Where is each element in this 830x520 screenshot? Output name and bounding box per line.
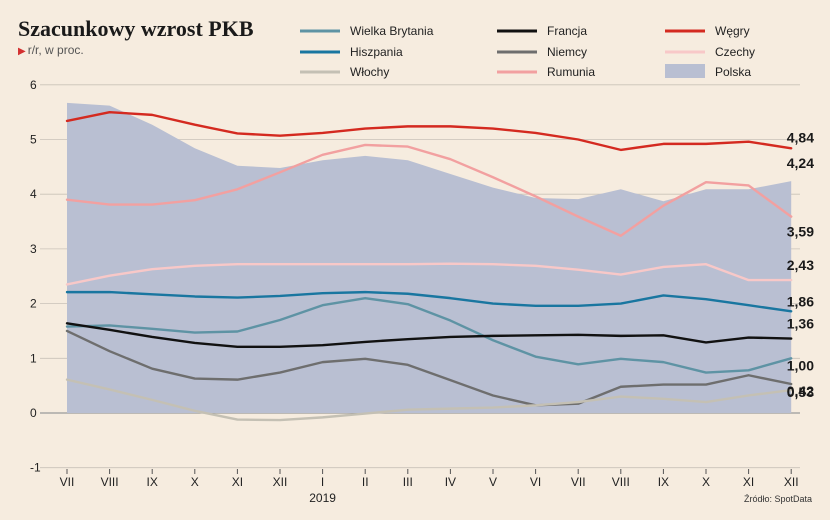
chart-subtitle: ▶ r/r, w proc. <box>18 43 84 57</box>
x-tick-label: VIII <box>612 475 630 489</box>
y-axis-ticks: -1 0 1 2 3 4 5 6 <box>30 78 41 475</box>
legend-label: Rumunia <box>547 65 595 79</box>
end-value-label: 4,84 <box>787 129 814 145</box>
legend-swatch <box>665 64 705 78</box>
x-tick-label: V <box>489 475 497 489</box>
end-value-label: 4,24 <box>787 155 814 171</box>
end-value-label: 0,42 <box>787 383 814 399</box>
x-tick-label: XI <box>743 475 754 489</box>
series-line <box>65 262 793 286</box>
end-value-label: 1,86 <box>787 293 814 309</box>
y-tick-label: 4 <box>30 187 37 201</box>
x-tick-label: IV <box>445 475 456 489</box>
end-value-label: 1,00 <box>787 357 814 373</box>
legend-label: Niemcy <box>547 45 587 59</box>
x-tick-label: XII <box>784 475 799 489</box>
year-label: 2019 <box>309 491 336 505</box>
legend-label: Węgry <box>715 24 750 38</box>
y-tick-label: 2 <box>30 297 37 311</box>
x-tick-label: VII <box>60 475 75 489</box>
x-tick-label: XII <box>273 475 288 489</box>
y-tick-label: 5 <box>30 133 37 147</box>
series-line <box>65 290 793 313</box>
legend-label: Hiszpania <box>350 45 403 59</box>
x-tick-label: VI <box>530 475 541 489</box>
x-tick-label: X <box>702 475 710 489</box>
y-tick-label: -1 <box>30 461 41 475</box>
subtitle-text: r/r, w proc. <box>27 43 84 57</box>
source-note: Źródło: SpotData <box>743 494 812 504</box>
end-value-label: 3,59 <box>787 224 814 240</box>
lines-layer <box>65 110 793 422</box>
end-labels: 4,84 4,24 3,59 2,43 1,86 1,36 1,00 0,530,42 <box>787 129 814 400</box>
x-tick-label: II <box>362 475 369 489</box>
y-tick-label: 3 <box>30 242 37 256</box>
x-tick-label: VIII <box>101 475 119 489</box>
y-tick-label: 6 <box>30 78 37 92</box>
y-tick-label: 0 <box>30 406 37 420</box>
end-value-label: 0,53 <box>787 384 814 400</box>
y-tick-label: 1 <box>30 351 37 365</box>
legend-label: Francja <box>547 24 587 38</box>
chart-title: Szacunkowy wzrost PKB <box>18 16 254 41</box>
x-tick-label: X <box>191 475 199 489</box>
series-line <box>65 296 793 374</box>
series-line <box>65 378 793 422</box>
series-line <box>65 110 793 152</box>
legend: Wielka Brytania Hiszpania Włochy Francja Nie… <box>300 24 755 79</box>
x-tick-label: I <box>321 475 324 489</box>
x-tick-label: XI <box>232 475 243 489</box>
legend-label: Wielka Brytania <box>350 24 434 38</box>
triangle-icon: ▶ <box>18 46 26 57</box>
series-line <box>65 322 793 349</box>
x-tick-label: VII <box>571 475 586 489</box>
x-tick-label: III <box>403 475 413 489</box>
legend-label: Polska <box>715 65 751 79</box>
x-tick-label: IX <box>658 475 669 489</box>
series-line <box>65 329 793 407</box>
end-value-label: 1,36 <box>787 316 814 332</box>
series-line <box>65 143 793 237</box>
end-value-label: 2,43 <box>787 257 814 273</box>
x-axis-ticks: VII VIII IX X XI XII I II III IV V VI VII VIII IX X XI XI… <box>60 469 799 505</box>
x-tick-label: IX <box>147 475 158 489</box>
legend-label: Włochy <box>350 65 389 79</box>
legend-label: Czechy <box>715 45 755 59</box>
